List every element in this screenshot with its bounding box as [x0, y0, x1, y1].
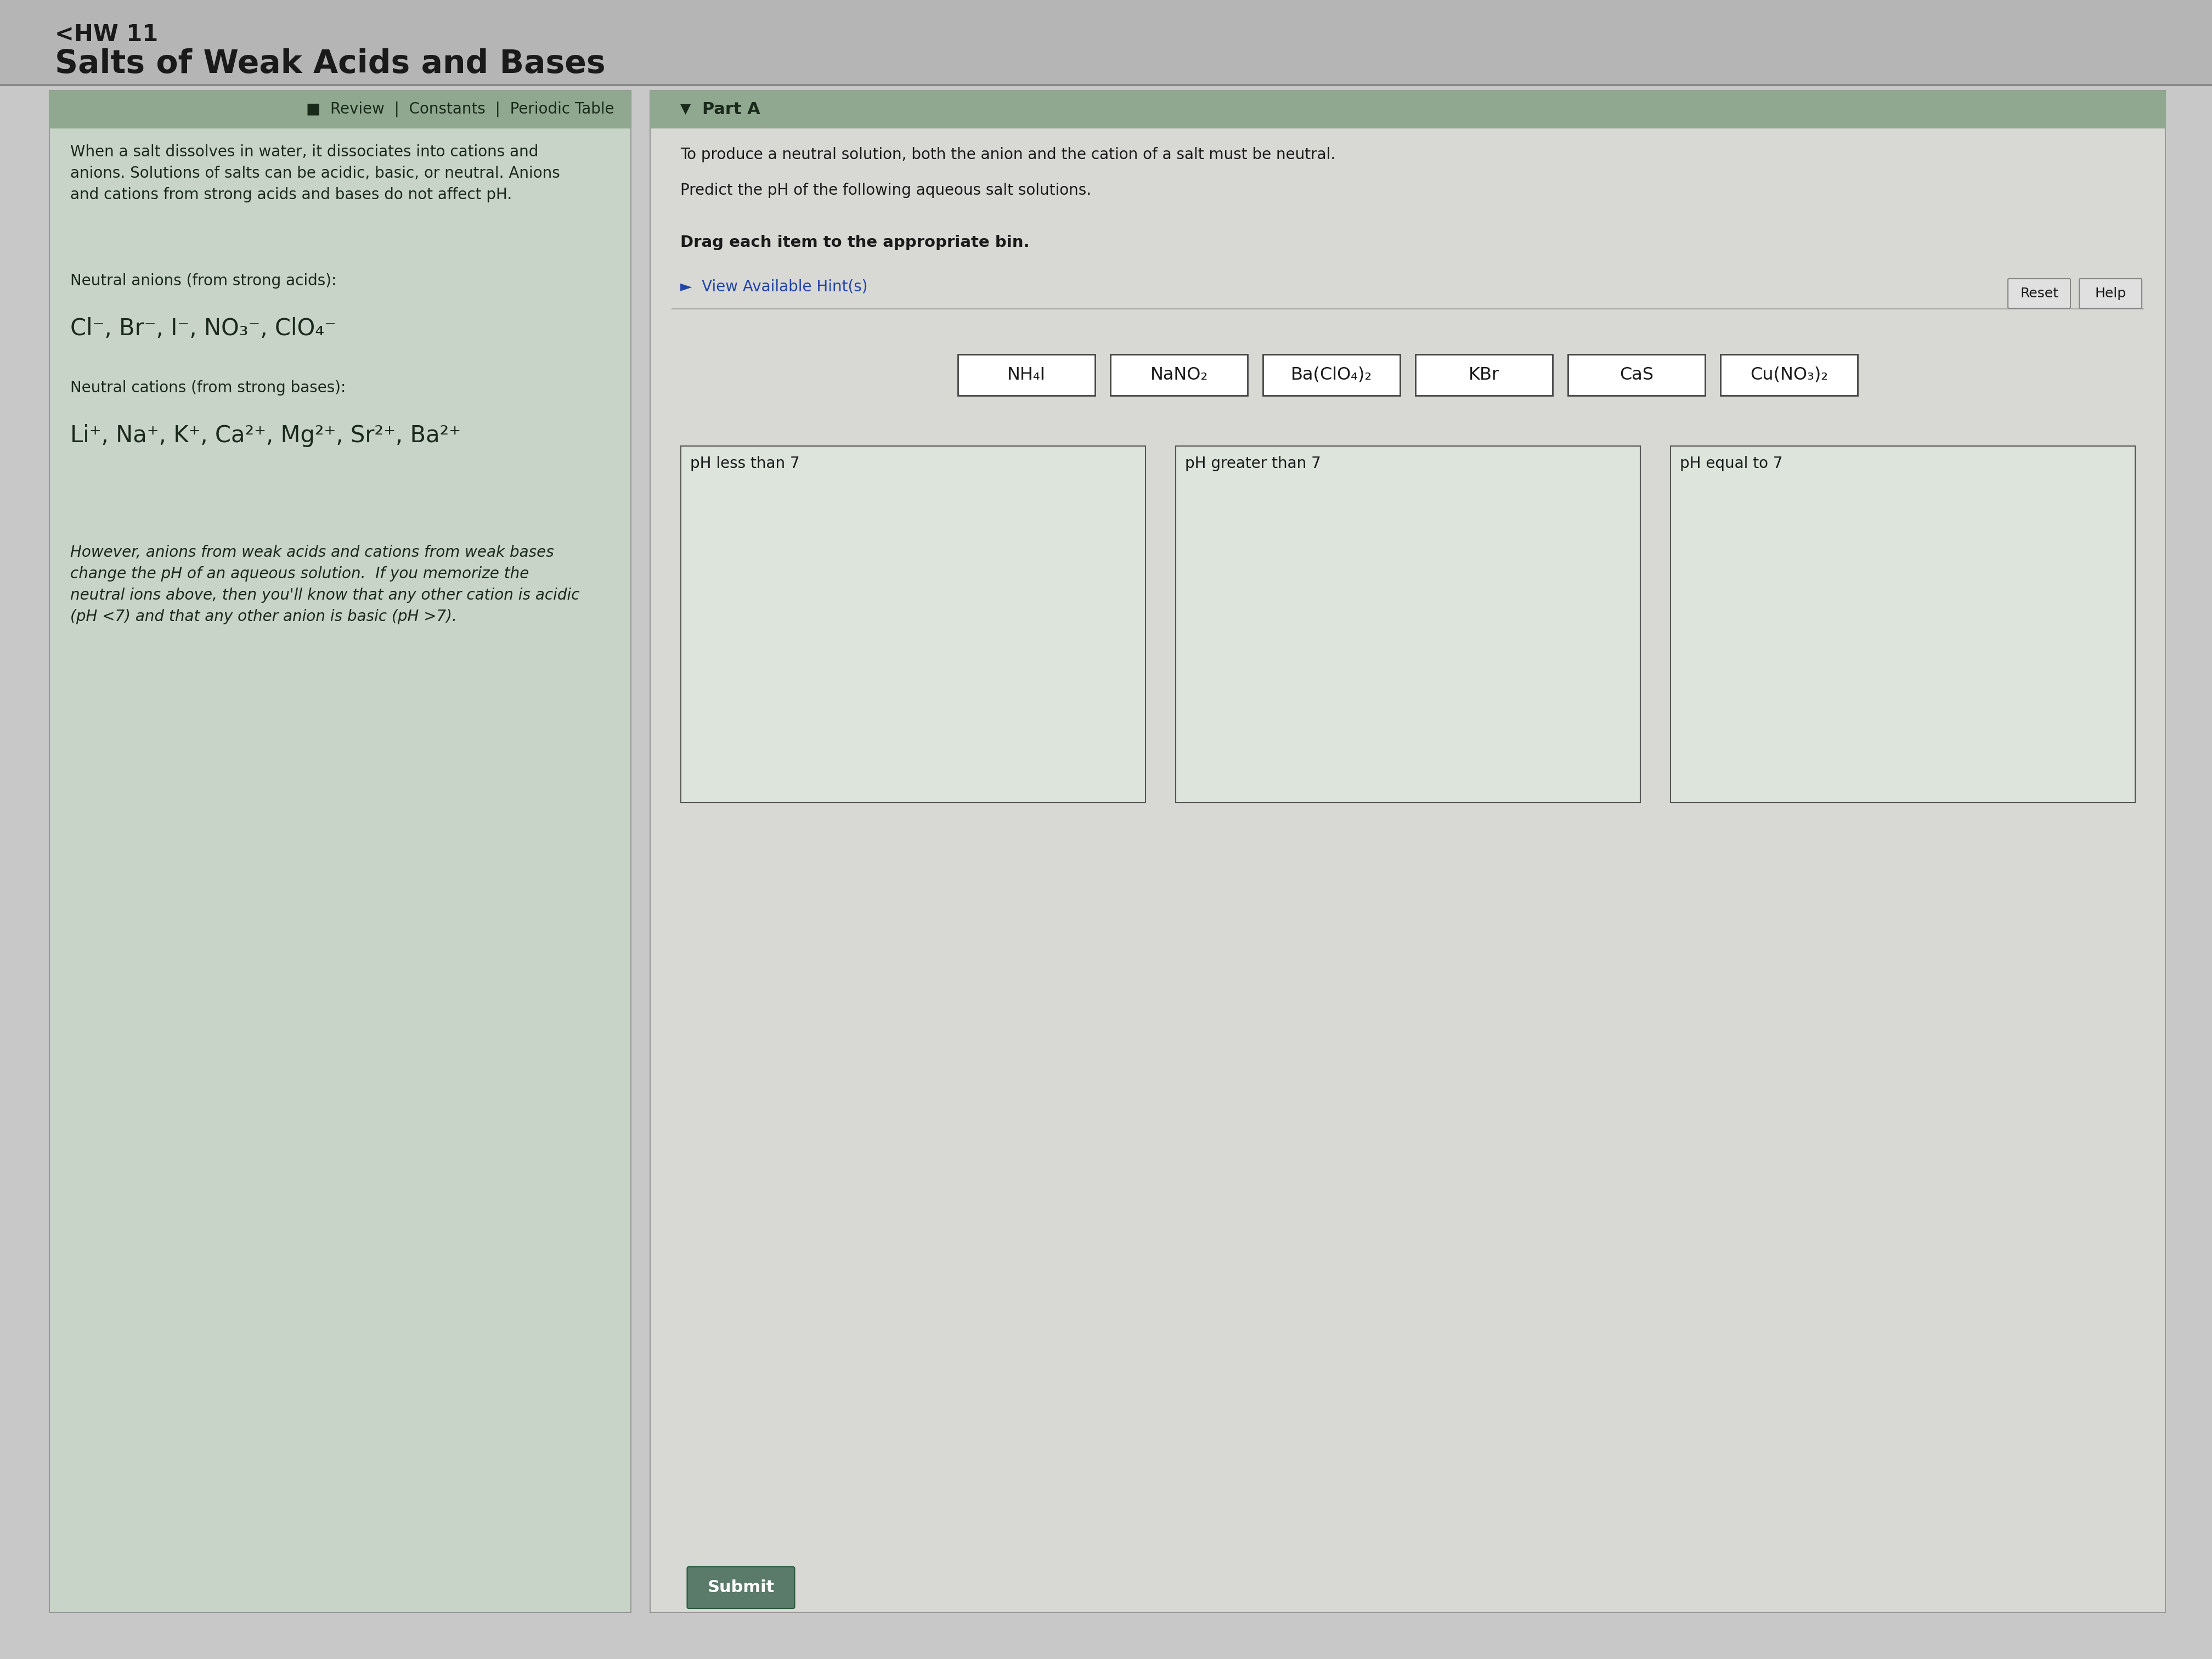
Text: pH greater than 7: pH greater than 7: [1186, 456, 1321, 471]
Bar: [0, 0, 2212, 85]
Text: Li⁺, Na⁺, K⁺, Ca²⁺, Mg²⁺, Sr²⁺, Ba²⁺: Li⁺, Na⁺, K⁺, Ca²⁺, Mg²⁺, Sr²⁺, Ba²⁺: [71, 425, 460, 448]
Bar: [681, 446, 1146, 803]
Bar: [1568, 353, 1705, 395]
Text: Ba(ClO₄)₂: Ba(ClO₄)₂: [1292, 367, 1371, 383]
Bar: [1670, 446, 2135, 803]
Bar: [1110, 353, 1248, 395]
Text: Reset: Reset: [2020, 287, 2059, 300]
Text: Cu(NO₃)₂: Cu(NO₃)₂: [1750, 367, 1827, 383]
Text: Submit: Submit: [708, 1579, 774, 1596]
Bar: [49, 91, 630, 1613]
Bar: [1175, 446, 1639, 803]
Bar: [1721, 353, 1858, 395]
Text: NH₄I: NH₄I: [1006, 367, 1046, 383]
Text: Cl⁻, Br⁻, I⁻, NO₃⁻, ClO₄⁻: Cl⁻, Br⁻, I⁻, NO₃⁻, ClO₄⁻: [71, 317, 336, 340]
Bar: [1175, 446, 1639, 803]
FancyBboxPatch shape: [2079, 279, 2141, 309]
Text: Predict the pH of the following aqueous salt solutions.: Predict the pH of the following aqueous …: [681, 182, 1091, 197]
Text: pH less than 7: pH less than 7: [690, 456, 801, 471]
Text: ■  Review  |  Constants  |  Periodic Table: ■ Review | Constants | Periodic Table: [305, 101, 615, 118]
Bar: [1416, 353, 1553, 395]
FancyBboxPatch shape: [2008, 279, 2070, 309]
Text: pH equal to 7: pH equal to 7: [1681, 456, 1783, 471]
Bar: [1263, 353, 1400, 395]
Text: Part A: Part A: [701, 101, 761, 118]
Text: NaNO₂: NaNO₂: [1150, 367, 1208, 383]
Bar: [49, 91, 630, 1613]
Text: To produce a neutral solution, both the anion and the cation of a salt must be n: To produce a neutral solution, both the …: [681, 148, 1336, 163]
Text: Salts of Weak Acids and Bases: Salts of Weak Acids and Bases: [55, 48, 606, 80]
Text: However, anions from weak acids and cations from weak bases
change the pH of an : However, anions from weak acids and cati…: [71, 544, 580, 624]
Bar: [1721, 353, 1858, 395]
Text: <HW 11: <HW 11: [55, 23, 157, 46]
Bar: [1110, 353, 1248, 395]
Text: CaS: CaS: [1619, 367, 1655, 383]
Bar: [958, 353, 1095, 395]
Bar: [650, 91, 2166, 1613]
Bar: [958, 353, 1095, 395]
Bar: [1416, 353, 1553, 395]
Bar: [681, 446, 1146, 803]
Bar: [650, 91, 2166, 128]
Text: ►  View Available Hint(s): ► View Available Hint(s): [681, 279, 867, 294]
Text: Neutral cations (from strong bases):: Neutral cations (from strong bases):: [71, 380, 345, 395]
Bar: [1263, 353, 1400, 395]
Text: Neutral anions (from strong acids):: Neutral anions (from strong acids):: [71, 274, 336, 289]
Text: KBr: KBr: [1469, 367, 1500, 383]
Bar: [650, 91, 2166, 1613]
Bar: [1568, 353, 1705, 395]
Text: When a salt dissolves in water, it dissociates into cations and
anions. Solution: When a salt dissolves in water, it disso…: [71, 144, 560, 202]
Text: Drag each item to the appropriate bin.: Drag each item to the appropriate bin.: [681, 236, 1029, 251]
FancyBboxPatch shape: [688, 1566, 794, 1609]
Bar: [49, 91, 630, 128]
Text: Help: Help: [2095, 287, 2126, 300]
Text: ▼: ▼: [681, 103, 690, 116]
Bar: [1670, 446, 2135, 803]
